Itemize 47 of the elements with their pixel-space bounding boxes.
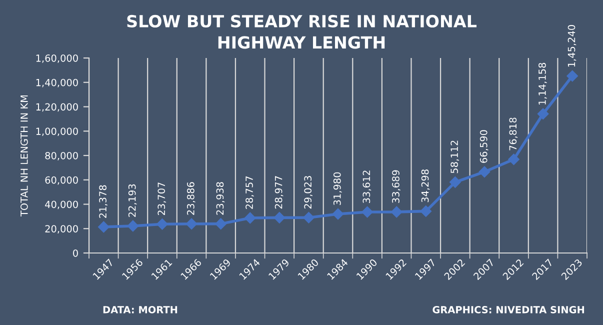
- point: [508, 154, 520, 165]
- text: 22,193: [128, 184, 137, 217]
- point: [450, 176, 461, 188]
- text: 28,757: [246, 176, 254, 209]
- y-tick-label: 1,60,000: [36, 54, 78, 63]
- text: GRAPHICS: NIVEDITA SINGH: [432, 306, 584, 314]
- text: 76,818: [509, 118, 518, 150]
- text: 28,977: [274, 176, 284, 209]
- text: 23,707: [158, 182, 166, 216]
- point: [362, 206, 373, 218]
- point: [186, 218, 198, 230]
- chart-title: SLOW BUT STEADY RISE IN NATIONAL HIGHWAY LENGTH: [127, 14, 476, 49]
- y-tick-label: 1,40,000: [36, 78, 78, 88]
- text: 34,298: [421, 170, 430, 202]
- point: [274, 212, 286, 224]
- point: [390, 206, 402, 218]
- y-tick-label: 1,20,000: [36, 103, 78, 112]
- point: [420, 206, 432, 217]
- text: 23,938: [216, 182, 225, 215]
- text: 23,886: [186, 182, 196, 215]
- text: 1,45,240: [568, 25, 576, 67]
- point: [127, 220, 139, 232]
- y-tick-label: 60,000: [45, 176, 78, 185]
- y-tick-label: 20,000: [45, 225, 78, 234]
- point: [215, 218, 226, 230]
- point: [98, 221, 110, 233]
- text: 66,590: [480, 130, 488, 163]
- text: 33,612: [362, 170, 372, 203]
- point: [478, 166, 490, 178]
- point: [332, 208, 344, 220]
- point: [537, 108, 549, 120]
- text: 31,980: [333, 172, 342, 205]
- y-tick-label: 1,00,000: [36, 128, 78, 136]
- y-tick-label: 80,000: [45, 152, 78, 160]
- text: 33,689: [392, 170, 400, 203]
- y-tick-label: 40,000: [45, 200, 78, 210]
- text: 21,378: [99, 185, 108, 218]
- point: [303, 212, 314, 224]
- text: 1,14,158: [538, 62, 547, 104]
- text: 29,023: [304, 176, 313, 209]
- text: 58,112: [450, 140, 459, 174]
- point: [566, 70, 578, 82]
- point: [244, 212, 256, 224]
- text: DATA: MORTH: [103, 306, 178, 314]
- y-axis-title: TOTAL NH LENGTH IN KM: [20, 95, 28, 217]
- y-tick-label: 0: [73, 249, 78, 257]
- point: [156, 218, 168, 230]
